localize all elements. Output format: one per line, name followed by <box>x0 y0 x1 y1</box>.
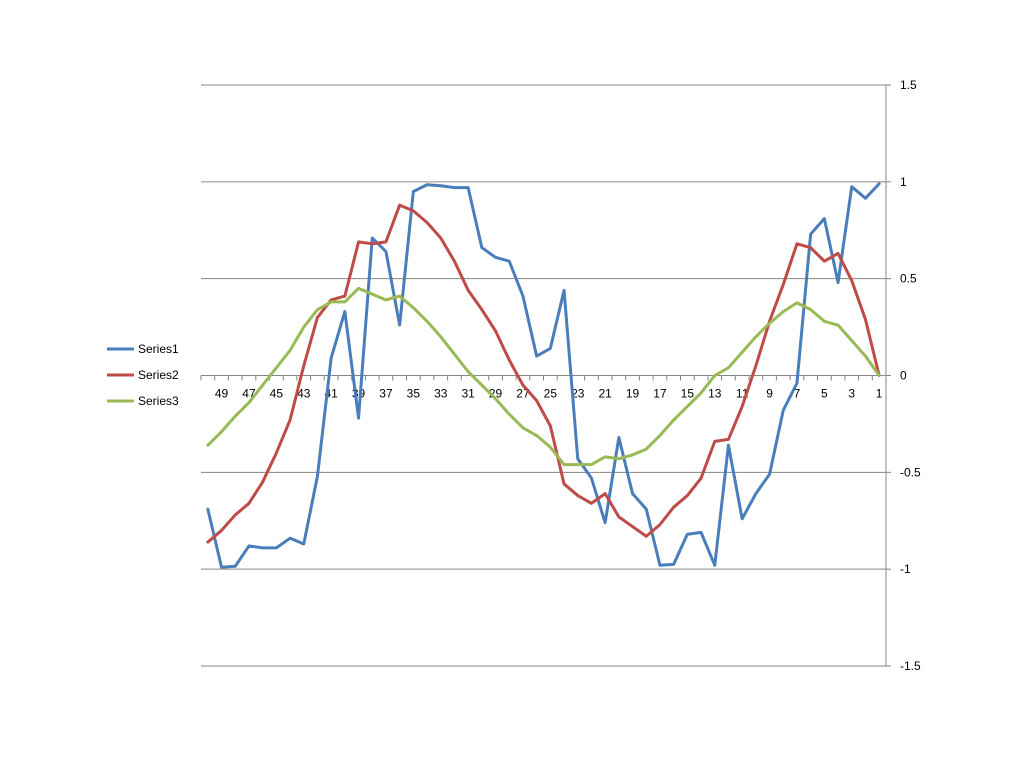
x-tick-label: 1 <box>876 387 883 401</box>
series-line-series2 <box>206 203 881 544</box>
x-tick-label: 35 <box>407 387 421 401</box>
series-lines <box>206 182 881 569</box>
x-tick-label: 7 <box>794 387 801 401</box>
legend-label: Series1 <box>138 342 179 356</box>
x-tick-label: 37 <box>379 387 393 401</box>
x-tick-label: 17 <box>653 387 667 401</box>
x-tick-label: 33 <box>434 387 448 401</box>
axes <box>200 85 887 666</box>
y-tick-label: 0 <box>900 369 907 383</box>
x-tick-label: 3 <box>848 387 855 401</box>
x-tick-label: 19 <box>626 387 640 401</box>
y-tick-label: -1.5 <box>900 659 921 673</box>
x-tick-label: 9 <box>766 387 773 401</box>
series-line-series1 <box>206 182 881 569</box>
y-tick-labels: -1.5 -1 -0.5 0 0.5 1 1.5 <box>900 78 921 673</box>
series-line-series3 <box>206 286 881 467</box>
y-tick-label: 1 <box>900 175 907 189</box>
x-tick-label: 5 <box>821 387 828 401</box>
gridlines <box>201 84 891 667</box>
y-tick-label: 0.5 <box>900 272 917 286</box>
y-tick-label: -1 <box>900 562 911 576</box>
legend-label: Series2 <box>138 368 179 382</box>
x-tick-label: 15 <box>681 387 695 401</box>
x-tick-label: 23 <box>571 387 585 401</box>
legend: Series1 Series2 Series3 <box>107 342 179 408</box>
x-tick-label: 49 <box>215 387 229 401</box>
x-tick-label: 43 <box>297 387 311 401</box>
x-tick-label: 45 <box>270 387 284 401</box>
x-tick-label: 31 <box>461 387 475 401</box>
y-tick-label: 1.5 <box>900 78 917 92</box>
x-tick-label: 21 <box>598 387 612 401</box>
x-tick-labels: 49 47 45 43 41 39 37 35 33 31 29 27 25 23 21 19 17 15 13 11… <box>215 387 883 401</box>
x-tick-label: 25 <box>544 387 558 401</box>
y-tick-label: -0.5 <box>900 465 921 479</box>
legend-label: Series3 <box>138 394 179 408</box>
x-tick-label: 13 <box>708 387 722 401</box>
